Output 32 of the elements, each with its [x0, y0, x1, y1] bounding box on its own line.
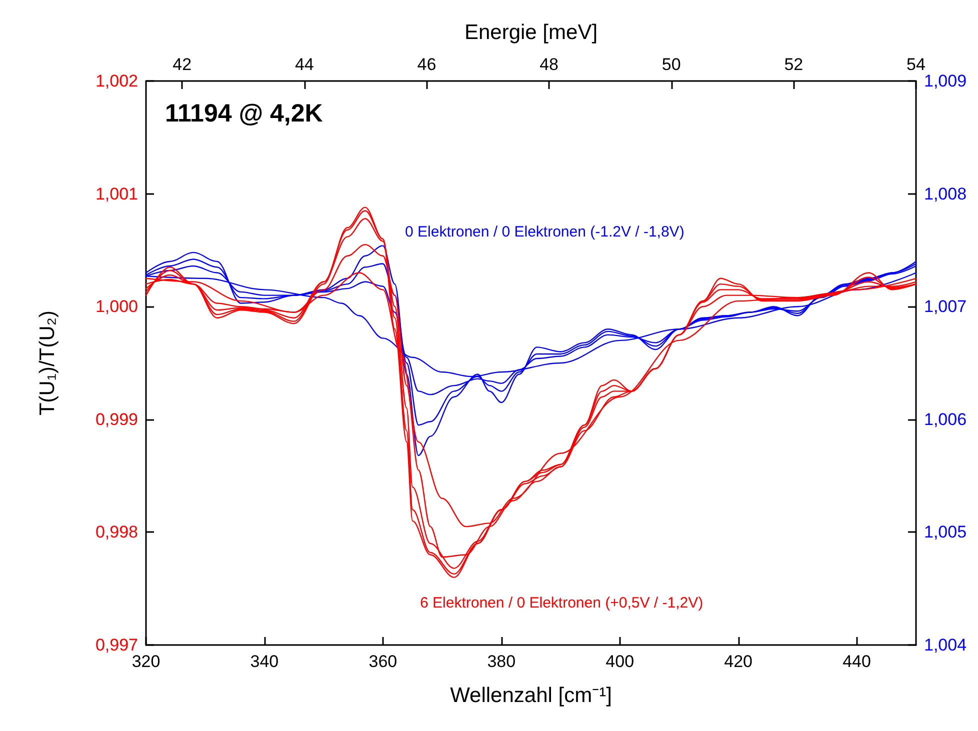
annotation: 0 Elektronen / 0 Elektronen (-1.2V / -1,8V)	[405, 224, 684, 240]
y2-tick-label: 1,004	[924, 636, 967, 654]
x2-tick-label: 42	[172, 55, 192, 74]
y2-tick-label: 1,007	[924, 297, 967, 316]
x2-tick-label: 50	[662, 55, 681, 74]
y-tick-label: 1,002	[95, 72, 138, 90]
x-axis-title: Wellenzahl [cm⁻¹]	[450, 684, 612, 707]
x-tick-label: 420	[724, 652, 752, 671]
y-tick-label: 0,997	[95, 636, 138, 654]
y2-tick-label: 1,009	[924, 72, 967, 90]
x2-tick-label: 46	[417, 55, 436, 74]
x2-tick-label: 52	[784, 55, 804, 74]
text: 11194 @ 4,2K	[165, 100, 323, 128]
x-tick-label: 400	[606, 652, 634, 671]
annotation: 6 Elektronen / 0 Elektronen (+0,5V / -1,2V)	[420, 594, 704, 612]
x-tick-label: 360	[368, 652, 398, 671]
x2-tick-label: 54	[906, 55, 926, 74]
x-tick-label: 340	[250, 652, 279, 671]
y-axis-title: T(U₁)/T(U₂)	[36, 310, 59, 416]
x-tick-label: 320	[132, 652, 160, 671]
y2-tick-label: 1,008	[924, 184, 967, 204]
x-tick-label: 380	[487, 652, 516, 671]
y-tick-label: 1,001	[95, 184, 138, 204]
x2-tick-label: 44	[294, 55, 314, 74]
y2-tick-label: 1,006	[924, 410, 967, 429]
y2-tick-label: 1,005	[924, 522, 967, 542]
x2-axis-title: Energie [meV]	[464, 21, 598, 44]
y-tick-label: 0,999	[95, 410, 138, 429]
y-tick-label: 0,998	[95, 522, 138, 542]
x-tick-label: 440	[842, 652, 871, 671]
y-tick-label: 1,000	[95, 297, 138, 316]
x2-tick-label: 48	[540, 55, 559, 74]
